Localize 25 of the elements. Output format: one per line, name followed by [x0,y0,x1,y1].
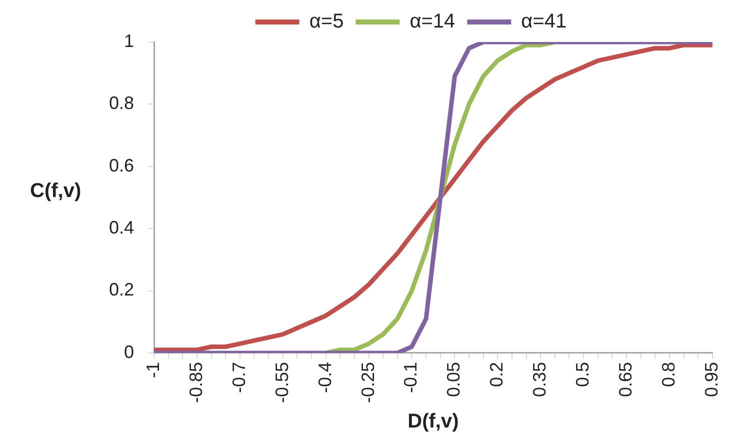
x-axis-title: D(f,v) [408,410,459,433]
y-axis-title: C(f,v) [30,180,82,203]
y-tick-label: 0.2 [108,280,134,300]
x-tick-label: 0.95 [701,362,722,398]
x-tick-label: -0.85 [186,362,206,404]
x-tick-label: 0.5 [572,362,593,388]
x-tick-label: 0.8 [658,362,678,388]
y-tick-label: 0.4 [108,218,134,238]
x-tick-label: 0.2 [486,362,507,388]
y-tick-label: 0.6 [108,155,134,176]
x-tick-label: -0.1 [400,362,421,394]
x-tick-label: -0.4 [314,362,335,394]
x-tick-label: 0.65 [615,362,636,398]
x-tick-label: -0.55 [272,362,292,404]
y-tick-label: 0.8 [108,93,134,114]
legend-label: α=5 [309,10,344,33]
x-tick-label: -0.25 [358,362,378,404]
y-tick-label: 0 [124,342,134,362]
legend-label: α=41 [521,10,567,33]
x-tick-label: 0.35 [530,362,550,398]
x-tick-label: 0.05 [444,362,464,398]
y-tick-label: 1 [124,30,134,51]
x-tick-label: -0.7 [228,362,249,394]
legend-label: α=14 [410,10,456,33]
x-tick-label: -1 [142,362,163,378]
